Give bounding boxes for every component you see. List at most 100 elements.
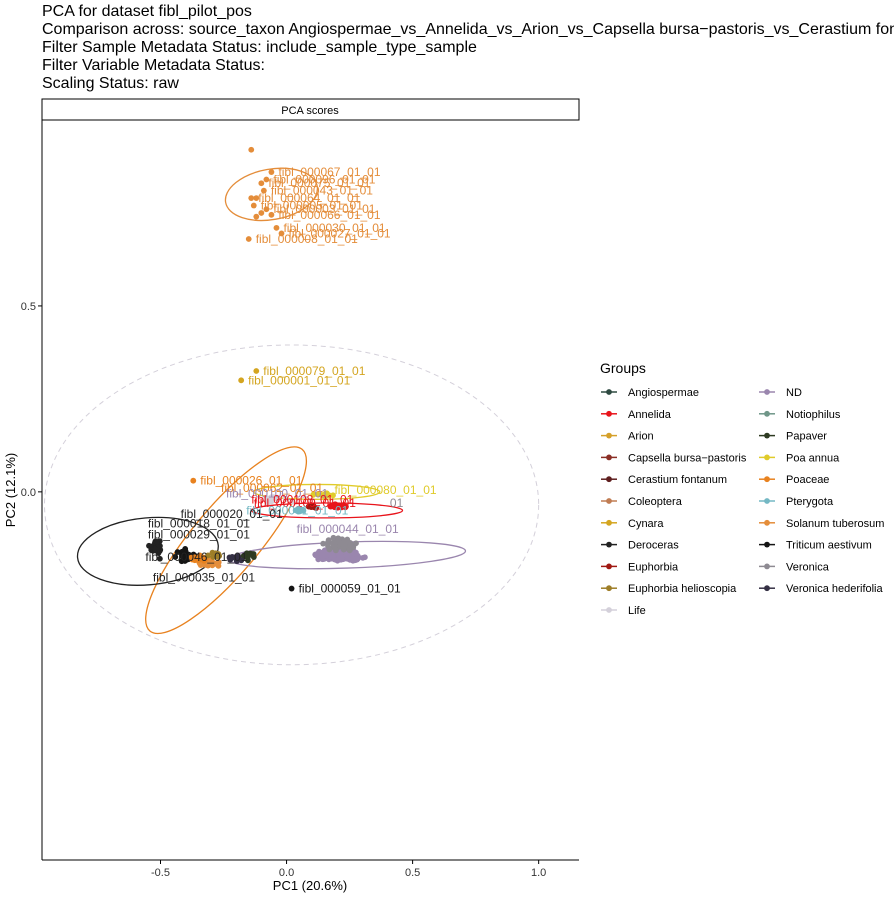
- cloud-point: [332, 503, 339, 510]
- x-tick-label: 1.0: [531, 867, 546, 879]
- cloud-point: [172, 554, 179, 560]
- ellipse-poa-annua: [253, 483, 381, 500]
- legend-entry: Coleoptera: [601, 496, 683, 508]
- legend-title: Groups: [600, 360, 646, 376]
- cloud-point: [335, 536, 342, 543]
- cloud-point: [329, 553, 336, 560]
- point-label: fibl_000066_01_01: [278, 208, 380, 222]
- data-point: [190, 477, 197, 484]
- legend-label: Veronica: [786, 561, 830, 573]
- point-label: fibl_000075_01_01: [268, 176, 370, 190]
- y-tick-label: 0.0: [21, 487, 36, 499]
- point-label: fibl_000064_01_01: [258, 191, 360, 205]
- point-labels-layer: fibl_000067_01_01fibl_000096_01_01fibl_0…: [145, 165, 437, 595]
- data-point: [248, 195, 255, 201]
- cloud-point: [207, 560, 214, 567]
- cloud-point: [325, 537, 332, 544]
- data-point: [268, 169, 275, 175]
- point-label: fibl_000026_01_01: [200, 474, 302, 488]
- legend-key-point: [606, 454, 612, 461]
- facet-label: PCA scores: [281, 105, 339, 117]
- scatter-cloud-layer: [146, 490, 368, 569]
- legend-key-point: [606, 410, 612, 417]
- legend-label: ND: [786, 387, 802, 399]
- legend: Groups Angiospermae Annelida Arion Capsella…: [600, 360, 884, 617]
- data-point: [238, 377, 245, 384]
- cloud-point: [346, 547, 353, 554]
- data-point: [268, 211, 275, 218]
- legend-key-point: [606, 519, 612, 526]
- cloud-point: [262, 496, 269, 503]
- legend-key-point: [606, 389, 612, 395]
- legend-key-point: [606, 585, 612, 592]
- data-point: [258, 180, 265, 187]
- x-ticks: -0.5 0.0 0.5 1.0: [151, 860, 546, 879]
- legend-label: Cynara: [628, 518, 664, 530]
- cloud-point: [341, 539, 348, 545]
- point-label: 01: [390, 496, 404, 510]
- legend-entry: Capsella bursa−pastoris: [601, 452, 747, 464]
- data-point: [253, 195, 260, 201]
- chart-subtitle-comparison: Comparison across: source_taxon Angiospe…: [42, 21, 894, 38]
- axes: [41, 120, 579, 861]
- point-label: fibl_000096_01_01: [273, 172, 375, 186]
- legend-entry: Euphorbia: [601, 561, 679, 573]
- cloud-point: [310, 504, 317, 511]
- legend-label: Veronica hederifolia: [786, 583, 884, 595]
- legend-label: Arion: [628, 431, 654, 443]
- point-label: fibl_000080_01_01: [334, 483, 436, 497]
- point-label: fibl_000044_01_01: [297, 522, 399, 536]
- legend-label: Euphorbia: [628, 561, 679, 573]
- point-label: fibl_000067_01_01: [278, 165, 380, 179]
- point-label: fibl_000005_01_01: [261, 199, 363, 213]
- cloud-point: [213, 550, 220, 557]
- x-tick-label: -0.5: [151, 867, 170, 879]
- point-label: fibl_000003_01_01: [273, 202, 375, 216]
- legend-key-point: [606, 563, 612, 570]
- cloud-point: [347, 542, 354, 549]
- legend-label: Poa annua: [786, 452, 840, 464]
- legend-entry: Deroceras: [601, 540, 679, 552]
- cloud-point: [349, 555, 356, 562]
- cloud-point: [359, 554, 366, 561]
- cloud-point: [152, 546, 159, 553]
- point-label: fibl_000020_01_01: [181, 507, 283, 521]
- legend-label: Papaver: [786, 431, 827, 443]
- legend-label: Pterygota: [786, 496, 834, 508]
- cloud-point: [183, 556, 190, 563]
- cloud-point: [320, 540, 327, 547]
- cloud-point: [316, 549, 323, 556]
- cloud-point: [283, 496, 289, 502]
- cloud-point: [312, 551, 319, 558]
- legend-entry: Pterygota: [759, 496, 834, 508]
- legend-key-point: [764, 410, 770, 417]
- legend-label: Poaceae: [786, 474, 829, 486]
- point-label: fibl_000008_01_01: [256, 232, 358, 246]
- legend-label: Deroceras: [628, 540, 679, 552]
- point-label: fibl_000079_01_01: [263, 364, 365, 378]
- legend-label: Life: [628, 605, 646, 617]
- cloud-point: [330, 492, 336, 499]
- legend-entry: Triticum aestivum: [759, 540, 872, 552]
- ellipse-deroceras: [76, 516, 219, 586]
- legend-label: Solanum tuberosum: [786, 518, 884, 530]
- legend-key-point: [764, 389, 770, 395]
- data-point: [245, 236, 252, 242]
- chart-subtitle-variable-filter: Filter Variable Metadata Status:: [42, 57, 265, 74]
- data-point: [273, 224, 280, 231]
- point-label: fibl_000001_01_01: [248, 373, 350, 387]
- point-label: fibl_000100_01_01: [226, 487, 328, 501]
- legend-key-point: [764, 432, 770, 439]
- data-point: [253, 213, 260, 220]
- data-point: [288, 585, 295, 592]
- legend-label: Notiophilus: [786, 409, 841, 421]
- data-point: [263, 206, 270, 213]
- cloud-point: [189, 556, 195, 563]
- facet-strip: PCA scores: [41, 98, 580, 121]
- point-label: fibl_000109_01_01: [254, 496, 356, 510]
- legend-entry: Veronica hederifolia: [759, 583, 884, 595]
- ellipse-solanum-tuberosum: [224, 167, 319, 222]
- legend-entry: Arion: [601, 431, 654, 443]
- cloud-point: [156, 555, 163, 562]
- cloud-point: [325, 492, 332, 498]
